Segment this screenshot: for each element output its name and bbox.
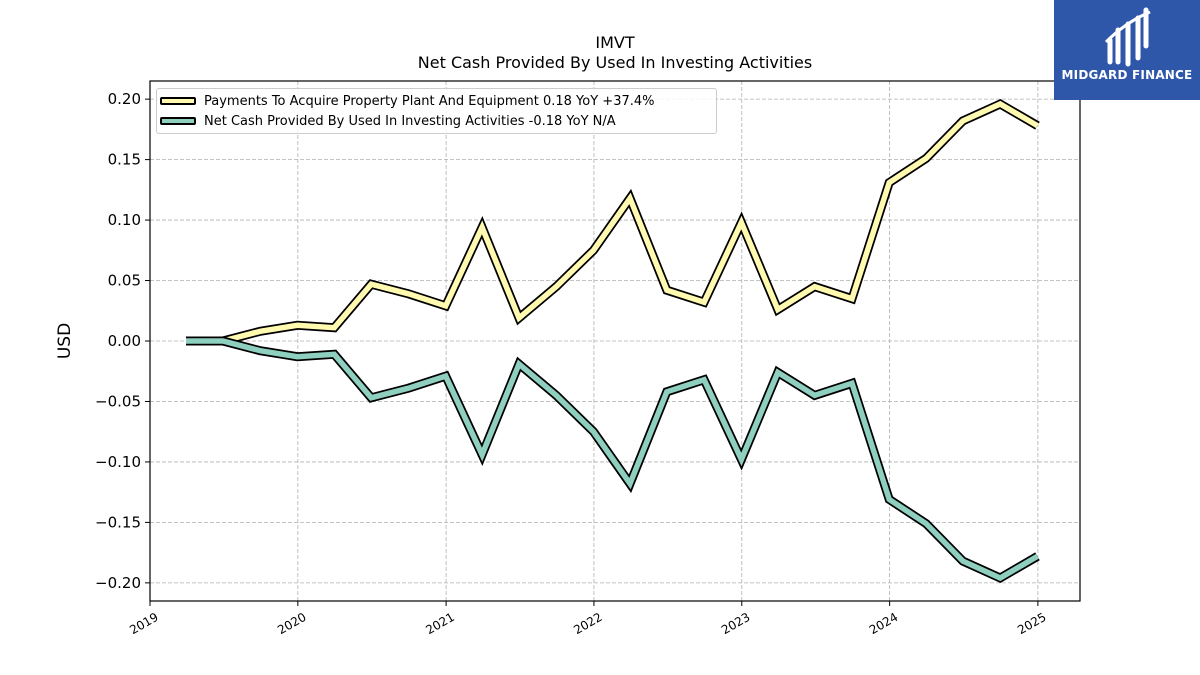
legend-swatch-investing bbox=[160, 117, 196, 125]
legend-item-investing: Net Cash Provided By Used In Investing A… bbox=[160, 112, 616, 130]
y-tick-label: 0.15 bbox=[108, 151, 141, 169]
x-tick-label: 2021 bbox=[423, 610, 456, 637]
y-tick-label: 0.05 bbox=[108, 272, 141, 290]
series-line-1 bbox=[186, 338, 1039, 582]
chart-title: IMVT bbox=[595, 33, 635, 52]
midgard-logo-icon bbox=[1104, 7, 1151, 67]
chart-legend: Payments To Acquire Property Plant And E… bbox=[156, 88, 717, 134]
y-axis-label: USD bbox=[55, 323, 75, 359]
x-tick-label: 2019 bbox=[127, 610, 160, 637]
x-tick-label: 2025 bbox=[1015, 610, 1048, 637]
y-tick-label: −0.15 bbox=[95, 513, 141, 531]
y-tick-label: −0.05 bbox=[95, 392, 141, 410]
logo-text: MIDGARD FINANCE bbox=[1061, 68, 1193, 82]
legend-label-investing: Net Cash Provided By Used In Investing A… bbox=[204, 113, 616, 129]
chart-subtitle: Net Cash Provided By Used In Investing A… bbox=[417, 53, 813, 72]
y-tick-label: −0.20 bbox=[95, 574, 141, 592]
y-tick-label: 0.20 bbox=[108, 90, 141, 108]
x-tick-label: 2022 bbox=[571, 610, 604, 637]
legend-swatch-ppe bbox=[160, 97, 196, 105]
grid-lines bbox=[149, 81, 1080, 601]
series-lines bbox=[186, 98, 1040, 584]
y-tick-label: −0.10 bbox=[95, 453, 141, 471]
y-tick-label: 0.10 bbox=[108, 211, 141, 229]
x-tick-label: 2024 bbox=[867, 610, 900, 637]
x-tick-label: 2023 bbox=[719, 610, 752, 637]
legend-label-ppe: Payments To Acquire Property Plant And E… bbox=[204, 93, 655, 109]
x-tick-label: 2020 bbox=[275, 610, 308, 637]
series-line-0 bbox=[186, 100, 1039, 344]
y-tick-label: 0.00 bbox=[108, 332, 141, 350]
legend-item-ppe: Payments To Acquire Property Plant And E… bbox=[160, 92, 655, 110]
brand-logo: MIDGARD FINANCE bbox=[1054, 0, 1200, 100]
